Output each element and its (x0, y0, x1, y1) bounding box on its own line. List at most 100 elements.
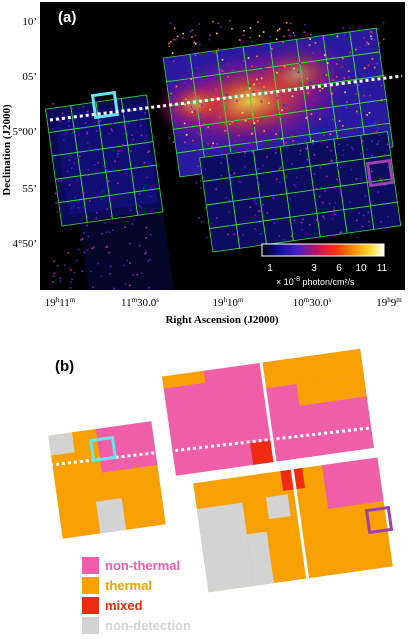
photon-speck (256, 78, 258, 81)
photon-speck (123, 125, 126, 128)
bottom-tile-grid (199, 131, 402, 253)
photon-speck (186, 70, 189, 72)
photon-speck (194, 103, 197, 106)
photon-speck (363, 37, 365, 39)
photon-speck (280, 166, 282, 168)
photon-speck (356, 110, 358, 113)
ra-axis: 19h11m 11m30.0s 19h10m 10m30.0s 19h9m Ri… (45, 296, 403, 326)
photon-speck (68, 184, 71, 186)
photon-speck (103, 312, 105, 314)
panel-a-label: (a) (58, 9, 76, 26)
photon-speck (231, 119, 234, 122)
photon-speck (350, 168, 353, 171)
photon-speck (219, 26, 222, 28)
photon-speck (239, 181, 242, 184)
photon-speck (229, 174, 232, 176)
photon-speck (191, 29, 193, 31)
photon-speck (323, 134, 325, 137)
photon-speck (239, 39, 241, 41)
photon-speck (382, 21, 385, 24)
photon-speck (57, 180, 60, 182)
photon-speck (83, 192, 85, 195)
photon-speck (195, 42, 197, 45)
photon-speck (74, 132, 76, 135)
photon-speck (61, 112, 64, 115)
photon-speck (77, 248, 80, 251)
colorbar-tick: 3 (311, 263, 317, 274)
photon-speck (265, 68, 267, 70)
photon-speck (367, 64, 370, 67)
photon-speck (236, 100, 238, 102)
photon-speck (292, 32, 295, 34)
photon-speck (93, 163, 96, 166)
photon-speck (211, 222, 213, 225)
photon-speck (366, 148, 368, 151)
photon-speck (289, 35, 292, 38)
photon-speck (348, 76, 350, 78)
photon-speck (285, 142, 287, 144)
photon-speck (52, 103, 54, 105)
photon-speck (259, 210, 261, 212)
photon-speck (196, 67, 198, 69)
photon-speck (52, 128, 54, 130)
photon-speck (252, 113, 254, 116)
photon-speck (146, 176, 149, 179)
photon-speck (371, 154, 373, 157)
photon-speck (204, 206, 206, 209)
photon-speck (175, 85, 178, 88)
photon-speck (71, 278, 73, 281)
photon-speck (97, 262, 99, 265)
photon-speck (282, 94, 284, 97)
photon-speck (63, 139, 65, 141)
photon-speck (277, 57, 279, 59)
legend-label-thermal: thermal (105, 578, 152, 593)
photon-speck (367, 43, 370, 45)
photon-speck (197, 52, 199, 54)
colorbar: 1 3 6 10 11 × 10-8 photon/cm²/s (261, 243, 388, 287)
photon-speck (130, 110, 133, 112)
class-region-nodetection (196, 502, 255, 593)
photon-speck (335, 63, 338, 65)
photon-speck (140, 201, 142, 203)
photon-speck (278, 110, 281, 112)
photon-speck (124, 171, 127, 174)
photon-speck (64, 264, 66, 266)
class-region-nodetection (48, 432, 75, 456)
photon-speck (377, 28, 379, 30)
photon-speck (116, 155, 119, 158)
photon-speck (71, 167, 73, 169)
photon-speck (173, 27, 176, 30)
photon-speck (80, 239, 82, 241)
photon-speck (105, 231, 108, 234)
photon-speck (217, 48, 219, 50)
photon-speck (293, 67, 295, 70)
photon-speck (86, 224, 88, 227)
purple-reference-box (365, 158, 395, 188)
photon-speck (209, 108, 211, 111)
photon-speck (215, 88, 217, 91)
photon-speck (281, 138, 283, 140)
photon-speck (74, 196, 76, 199)
photon-speck (310, 34, 312, 36)
photon-speck (185, 134, 188, 136)
photon-speck (374, 122, 376, 124)
photon-speck (182, 32, 184, 35)
photon-speck (300, 221, 303, 224)
photon-speck (299, 149, 302, 152)
photon-speck (233, 233, 236, 235)
photon-speck (216, 217, 218, 219)
photon-speck (196, 131, 199, 134)
photon-speck (243, 60, 245, 62)
photon-speck (221, 58, 224, 61)
photon-speck (329, 133, 332, 135)
legend-swatch-nodetection (82, 617, 99, 634)
photon-speck (253, 198, 256, 201)
photon-speck (140, 206, 142, 209)
photon-speck (282, 41, 285, 44)
photon-speck (279, 167, 281, 170)
photon-speck (109, 265, 112, 268)
photon-speck (315, 219, 318, 221)
photon-speck (296, 176, 298, 179)
photon-speck (190, 78, 192, 80)
photon-speck (208, 38, 211, 41)
